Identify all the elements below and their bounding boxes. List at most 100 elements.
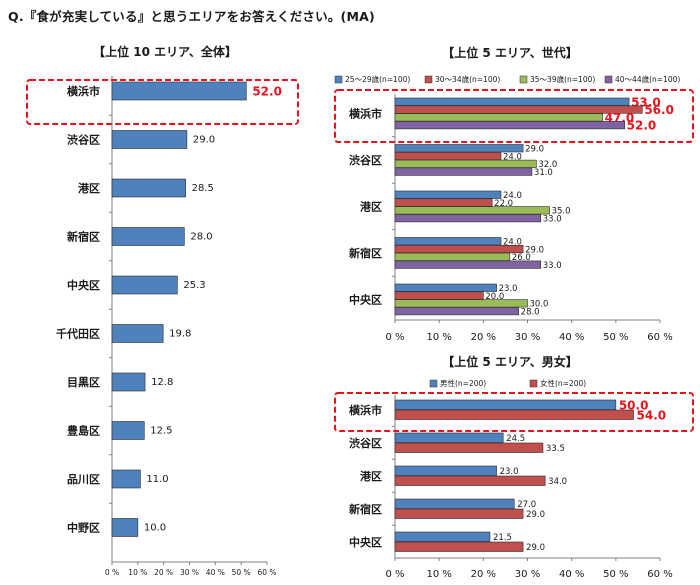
value-label: 31.0 [534,168,553,178]
bar [394,214,542,223]
question-title: Q.『食が充実している』と思うエリアをお答えください。(MA) [8,9,375,24]
category-label: 渋谷区 [349,436,382,450]
x-tick-label: 10 % [426,569,451,580]
legend-swatch [519,75,528,84]
value-label: 10.0 [144,523,166,534]
x-tick-label: 20 % [471,332,496,343]
bar [111,81,247,101]
x-tick-label: 20 % [471,569,496,580]
bar [394,508,524,519]
x-tick-label: 50 % [603,332,628,343]
bar [394,307,519,316]
value-label: 19.8 [169,329,191,340]
legend-label: 35～39歳(n=100) [530,74,595,84]
value-label: 28.5 [192,183,214,194]
legend-label: 女性(n=200) [540,378,586,388]
category-label: 中央区 [349,535,382,549]
category-label: 目黒区 [67,376,100,389]
x-tick-label: 60 % [257,568,276,577]
value-label-highlight: 52.0 [252,85,282,99]
legend-swatch [604,75,613,84]
value-label: 24.0 [503,191,522,201]
value-label: 11.0 [146,474,168,485]
bar [394,541,524,552]
value-label: 23.0 [500,467,519,477]
value-label-highlight: 54.0 [637,408,667,422]
highlight-box [26,79,299,125]
x-tick-label: 10 % [426,332,451,343]
category-label: 豊島区 [67,424,100,438]
highlight-box [334,89,694,143]
bar [111,421,145,440]
bar [394,97,630,106]
value-label: 33.0 [543,214,562,224]
value-label: 24.0 [503,152,522,162]
bar [111,372,146,392]
chart-title: 【上位 5 エリア、男女】 [442,354,578,369]
bar [111,130,188,149]
value-label: 26.0 [512,253,531,263]
bar [394,531,491,542]
value-label-highlight: 50.0 [619,398,649,412]
value-label: 29.0 [526,510,545,520]
value-label: 34.0 [548,477,567,487]
x-tick-label: 40 % [559,569,584,580]
category-label: 新宿区 [349,246,382,260]
bar [111,469,141,489]
value-label: 33.0 [543,261,562,271]
x-tick-label: 50 % [232,568,251,577]
category-label: 中野区 [67,521,100,535]
x-tick-label: 30 % [180,568,199,577]
x-tick-label: 0 % [385,569,404,580]
x-tick-label: 30 % [515,569,540,580]
bar [394,465,497,476]
value-label: 29.0 [193,135,215,146]
bar [394,409,634,420]
x-tick-label: 20 % [154,568,173,577]
legend-swatch [429,379,438,388]
value-label: 12.8 [151,377,173,388]
value-label: 24.0 [503,237,522,247]
value-label: 25.3 [183,280,205,291]
value-label: 35.0 [552,207,571,217]
x-tick-label: 0 % [385,332,404,343]
category-label: 横浜市 [349,403,382,417]
x-tick-label: 0 % [105,568,119,577]
bar [394,432,504,443]
category-label: 中央区 [349,292,382,306]
bar [394,167,533,176]
chart-title: 【上位 5 エリア、世代】 [442,45,578,60]
bar [394,190,502,199]
bar [394,113,603,122]
bar [394,291,484,300]
category-label: 横浜市 [67,84,100,98]
legend-label: 40～44歳(n=100) [615,74,680,84]
category-label: 新宿区 [349,502,382,516]
highlight-box [334,392,694,432]
bar [394,252,511,261]
bar [394,237,502,246]
category-label: 千代田区 [56,327,100,341]
category-label: 横浜市 [349,106,382,120]
value-label: 33.5 [546,444,565,454]
category-label: 品川区 [67,473,100,486]
value-label-highlight: 52.0 [627,119,657,133]
category-label: 港区 [360,469,382,483]
value-label: 22.0 [494,199,513,209]
value-label: 21.5 [493,533,512,543]
category-label: 港区 [360,199,382,213]
legend-label: 25～29歳(n=100) [345,74,410,84]
legend-label: 男性(n=200) [440,378,486,388]
chart-title: 【上位 10 エリア、全体】 [93,44,237,59]
bar [394,299,528,308]
bar [394,198,493,207]
bar [111,227,185,246]
bar [394,260,542,269]
value-label: 29.0 [526,543,545,553]
value-label: 28.0 [190,232,212,243]
value-label-highlight: 56.0 [644,103,674,117]
value-label: 12.5 [150,426,172,437]
bar [394,498,515,509]
bar [394,152,502,161]
